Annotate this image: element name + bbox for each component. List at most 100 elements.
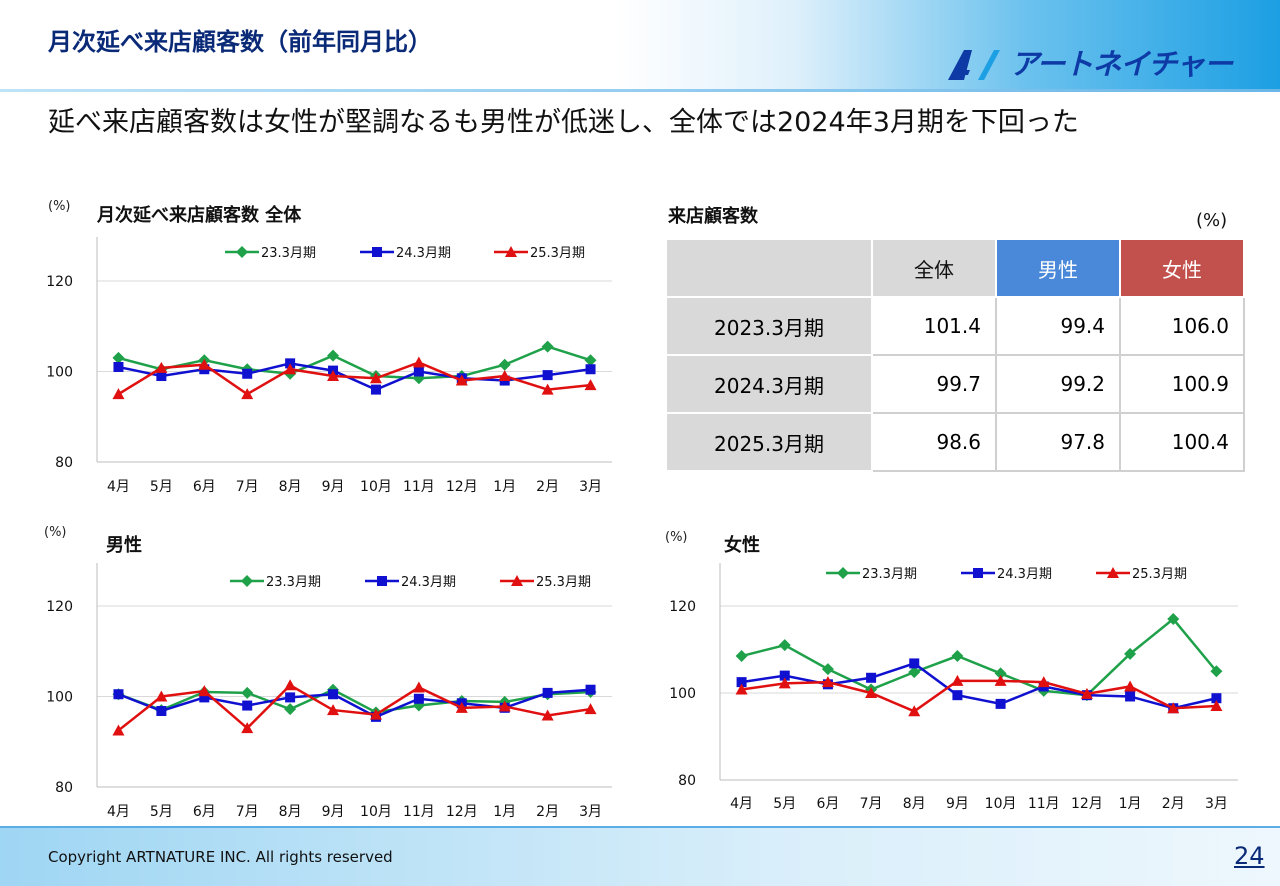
- data-point: [241, 388, 254, 400]
- x-tick-label: 9月: [946, 796, 969, 812]
- series-line: [118, 688, 591, 714]
- legend-marker: [372, 247, 382, 257]
- data-point: [1210, 665, 1223, 678]
- legend-marker: [236, 246, 248, 258]
- chart-title: 月次延べ来店顧客数 全体: [96, 204, 302, 226]
- data-point: [498, 370, 511, 382]
- series-line: [741, 662, 1217, 710]
- data-point: [1167, 702, 1180, 714]
- x-tick-label: 2月: [1162, 796, 1185, 812]
- data-point: [778, 677, 791, 689]
- data-point: [112, 351, 125, 364]
- table-header-row: 全体 男性 女性: [665, 238, 1245, 298]
- chart-title: 男性: [106, 534, 142, 556]
- copyright: Copyright ARTNATURE INC. All rights rese…: [48, 848, 393, 866]
- data-point: [455, 374, 468, 386]
- data-point: [112, 724, 125, 736]
- x-tick-label: 3月: [579, 479, 602, 495]
- legend-label: 23.3月期: [266, 575, 321, 590]
- data-point: [155, 690, 168, 702]
- data-point: [585, 364, 596, 375]
- cell-total: 101.4: [871, 296, 997, 356]
- data-point: [1037, 676, 1050, 688]
- headline: 延べ来店顧客数は女性が堅調なるも男性が低迷し、全体では2024年3月期を下回った: [48, 107, 1079, 138]
- data-point: [284, 363, 297, 375]
- series-line: [741, 617, 1218, 697]
- legend-marker: [837, 567, 849, 579]
- series-line: [118, 345, 591, 380]
- x-tick-label: 9月: [322, 804, 345, 820]
- data-point: [735, 683, 748, 695]
- x-tick-label: 6月: [193, 804, 216, 820]
- x-tick-label: 10月: [985, 796, 1017, 812]
- data-point: [778, 639, 791, 652]
- x-tick-label: 6月: [193, 479, 216, 495]
- legend-marker: [241, 575, 253, 587]
- data-point: [327, 370, 340, 382]
- legend-label: 24.3月期: [396, 246, 451, 261]
- company-logo: アートネイチャー: [944, 44, 1266, 84]
- x-tick-label: 11月: [403, 479, 435, 495]
- data-point: [1125, 691, 1136, 702]
- data-point: [542, 687, 553, 698]
- data-point: [908, 666, 921, 679]
- x-tick-label: 7月: [860, 796, 883, 812]
- y-tick-label: 80: [678, 773, 696, 789]
- footer-band: [0, 826, 1280, 886]
- cell-female: 100.9: [1119, 354, 1245, 414]
- cell-female: 100.4: [1119, 412, 1245, 472]
- data-point: [541, 709, 554, 721]
- chart-male: (%) 男性 80 100 120 4月 5月 6月 7月 8月 9月 10月 11月 12月 1月 2月 3月…: [44, 525, 612, 820]
- legend-label: 23.3月期: [261, 246, 316, 261]
- data-point: [155, 361, 168, 373]
- header-band: [0, 0, 1280, 92]
- x-tick-label: 5月: [150, 804, 173, 820]
- data-point: [866, 672, 877, 683]
- data-point: [241, 686, 254, 699]
- x-tick-label: 8月: [903, 796, 926, 812]
- customer-table: 全体 男性 女性 2023.3月期 101.4 99.4 106.0 2024.…: [665, 238, 1245, 472]
- data-point: [498, 358, 511, 371]
- data-point: [242, 700, 253, 711]
- x-tick-label: 1月: [493, 479, 516, 495]
- legend-label: 24.3月期: [401, 575, 456, 590]
- data-point: [952, 690, 963, 701]
- series-line: [741, 679, 1217, 713]
- data-point: [113, 361, 124, 372]
- y-tick-label: 120: [46, 599, 73, 615]
- chart-total: (%) 月次延べ来店顧客数 全体 80 100 120 4月 5月 6月 7月 8月 9月 10月 11…: [46, 199, 612, 495]
- series-line: [118, 362, 591, 391]
- x-tick-label: 2月: [536, 479, 559, 495]
- x-tick-label: 10月: [360, 804, 392, 820]
- series-line: [117, 683, 591, 732]
- y-tick-label: 100: [46, 365, 73, 381]
- data-point: [242, 368, 253, 379]
- y-tick-label: 120: [46, 274, 73, 290]
- legend-marker: [377, 576, 387, 586]
- data-point: [736, 677, 747, 688]
- data-point: [585, 684, 596, 695]
- logo-text: アートネイチャー: [1010, 47, 1233, 81]
- data-point: [541, 383, 554, 395]
- data-point: [113, 689, 124, 700]
- cell-male: 99.4: [995, 296, 1121, 356]
- table-title: 来店顧客数: [668, 206, 758, 227]
- data-point: [156, 371, 167, 382]
- data-point: [369, 372, 382, 384]
- y-tick-label: 100: [46, 690, 73, 706]
- data-point: [328, 689, 339, 700]
- x-tick-label: 10月: [360, 479, 392, 495]
- data-point: [995, 698, 1006, 709]
- cell-total: 98.6: [871, 412, 997, 472]
- series-line: [117, 361, 591, 396]
- x-tick-label: 1月: [1119, 796, 1142, 812]
- y-tick-label: 100: [669, 686, 696, 702]
- data-point: [413, 366, 424, 377]
- data-point: [198, 685, 211, 697]
- x-tick-label: 8月: [279, 804, 302, 820]
- data-point: [951, 674, 964, 686]
- page-title: 月次延べ来店顧客数（前年同月比）: [48, 28, 432, 56]
- axis-unit: (%): [665, 530, 688, 545]
- data-point: [369, 708, 382, 720]
- legend-marker: [511, 575, 523, 586]
